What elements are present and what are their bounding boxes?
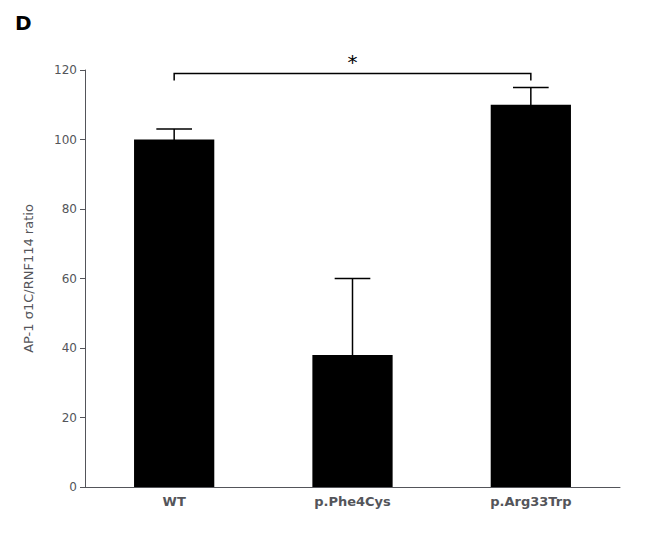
svg-text:p.Arg33Trp: p.Arg33Trp <box>490 494 571 509</box>
svg-text:20: 20 <box>62 411 77 425</box>
svg-text:40: 40 <box>62 341 77 355</box>
svg-text:60: 60 <box>62 272 77 286</box>
svg-text:D: D <box>15 11 32 35</box>
svg-text:AP-1 σ1C/RNF114 ratio: AP-1 σ1C/RNF114 ratio <box>21 204 36 353</box>
svg-text:WT: WT <box>163 494 186 509</box>
svg-text:100: 100 <box>54 133 77 147</box>
svg-text:80: 80 <box>62 202 77 216</box>
svg-text:p.Phe4Cys: p.Phe4Cys <box>314 494 391 509</box>
svg-text:*: * <box>348 50 358 74</box>
svg-text:0: 0 <box>69 480 77 494</box>
svg-text:120: 120 <box>54 63 77 77</box>
